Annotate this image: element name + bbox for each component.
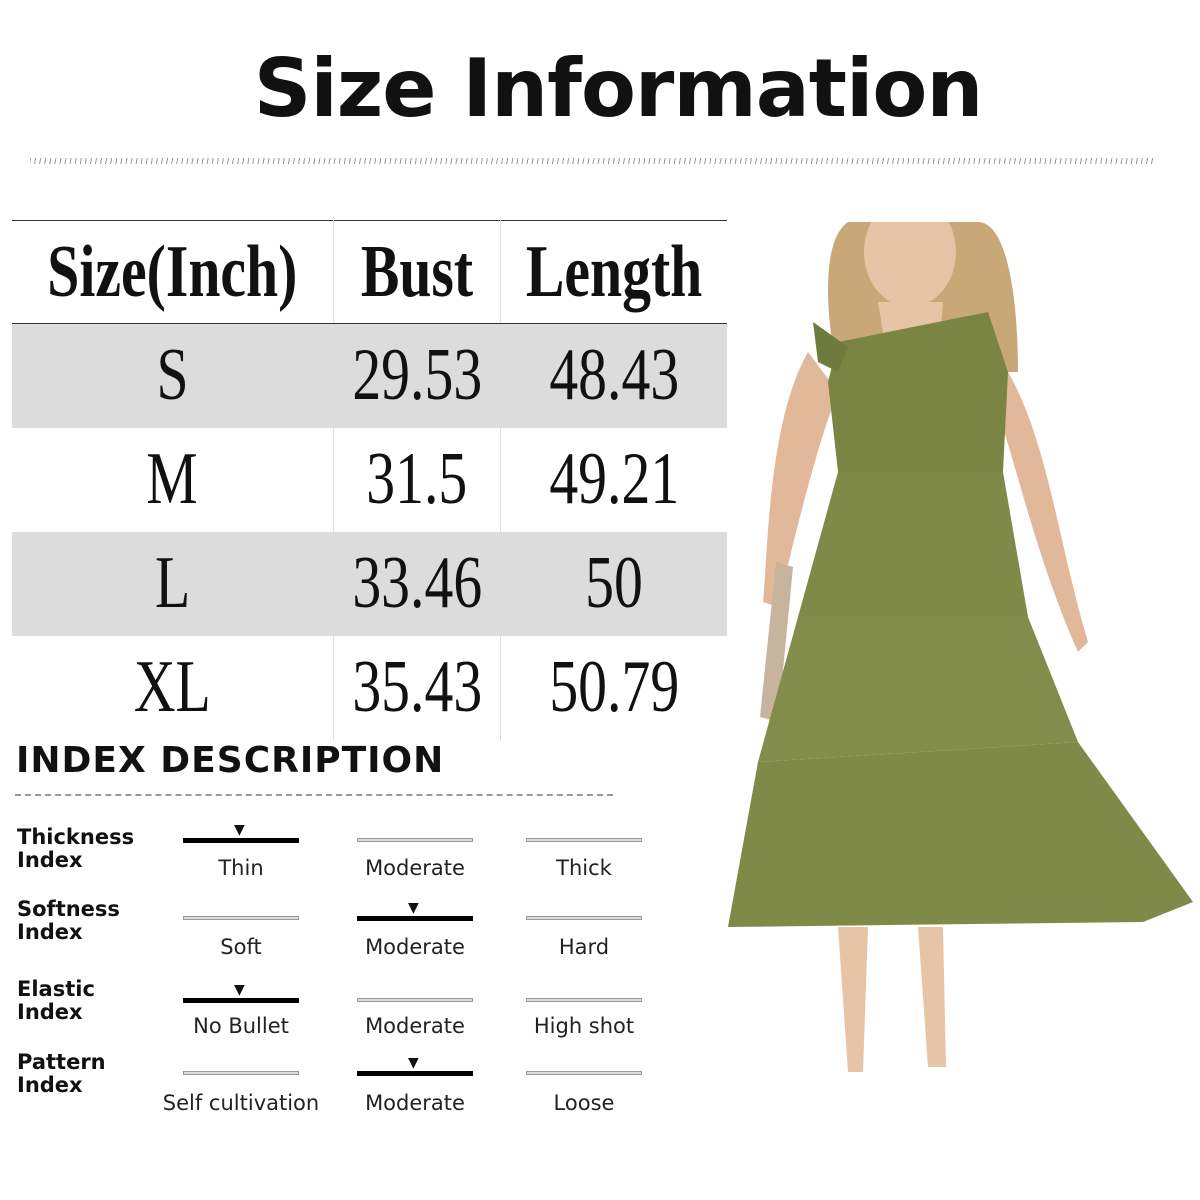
table-cell: 29.53 [351,334,482,417]
indicator-triangle-icon: ▼ [408,900,419,916]
label-word: Index [17,848,83,872]
level-label: Loose [553,1091,615,1115]
level-bar [526,1071,642,1075]
level-label: Soft [220,935,262,959]
index-row-label: Thickness Index [17,826,134,872]
level-bar [357,838,473,842]
label-word: Index [17,1000,83,1024]
header-size: Size(Inch) [47,230,298,313]
level-bar [183,916,299,920]
table-cell: 31.5 [366,438,468,520]
level-bar [526,998,642,1002]
index-row-label: Softness Index [17,898,120,944]
level-bar [357,998,473,1002]
table-row: S 29.53 48.43 [12,323,728,428]
level-bar [526,916,642,920]
label-word: Softness [17,897,120,921]
table-row: L 33.46 50 [12,531,728,636]
level-label: No Bullet [193,1014,289,1038]
dashed-divider [15,794,613,796]
page-title: Size Information [253,42,984,135]
index-row-label: Elastic Index [17,978,95,1024]
label-word: Elastic [17,977,95,1001]
label-word: Pattern [17,1050,106,1074]
table-cell: S [156,334,189,417]
level-label: Thick [556,856,612,880]
product-image [728,222,1193,1072]
selected-level-bar: ▼ [357,1055,473,1076]
level-label: Moderate [365,1091,465,1115]
level-label: Moderate [365,856,465,880]
header-length: Length [526,230,703,313]
table-cell: 50.79 [549,646,680,728]
index-row-label: Pattern Index [17,1051,106,1097]
selected-level-bar: ▼ [357,900,473,921]
table-cell: 50 [585,542,644,624]
divider [30,158,1154,164]
table-cell: 49.21 [549,438,680,520]
label-word: Thickness [17,825,135,849]
level-bar [526,838,642,842]
indicator-triangle-icon: ▼ [234,982,245,998]
level-label: High shot [533,1014,635,1038]
label-word: Index [17,1073,83,1097]
level-label: Hard [558,935,610,959]
size-table: Size(Inch) Bust Length S 29.53 48.43 M 31.5 4… [12,220,728,740]
selected-level-bar: ▼ [183,822,299,843]
level-bar [183,1071,299,1075]
table-cell: 48.43 [549,334,680,417]
table-cell: 33.46 [351,542,482,624]
table-row: M 31.5 49.21 [12,427,727,532]
header-bust: Bust [360,230,474,313]
table-cell: 35.43 [351,646,482,728]
indicator-triangle-icon: ▼ [234,822,245,838]
level-label: Thin [218,856,264,880]
table-header: Size(Inch) Bust Length [12,220,728,324]
level-label: Moderate [365,1014,465,1038]
table-cell: XL [133,646,211,728]
selected-level-bar: ▼ [183,982,299,1003]
indicator-triangle-icon: ▼ [408,1055,419,1071]
table-cell: M [146,438,198,520]
table-cell: L [154,542,190,624]
level-label: Self cultivation [162,1091,320,1115]
label-word: Index [17,920,83,944]
index-title: INDEX DESCRIPTION [16,740,445,781]
level-label: Moderate [365,935,465,959]
table-row: XL 35.43 50.79 [12,635,727,740]
